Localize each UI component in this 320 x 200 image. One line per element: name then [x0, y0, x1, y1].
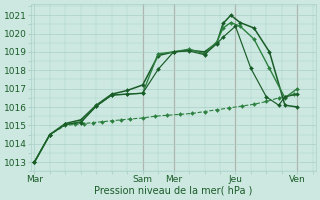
X-axis label: Pression niveau de la mer( hPa ): Pression niveau de la mer( hPa )	[94, 186, 253, 196]
